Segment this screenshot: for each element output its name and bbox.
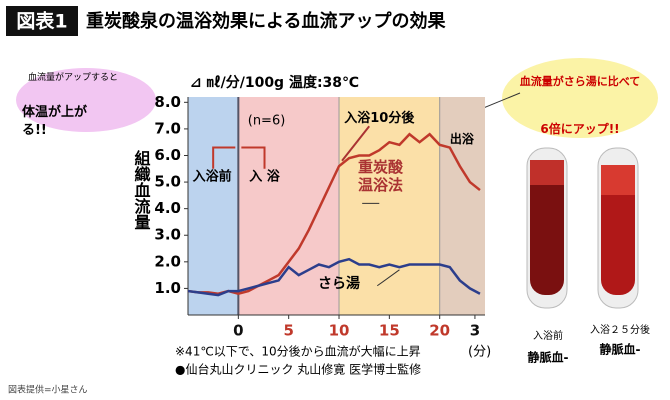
- photo-caption: 入浴２５分後: [590, 323, 650, 336]
- plot: 1.0 2.0 3.0 4.0 5.0 6.0 7.0 8.0 0 5 10 15 20 3 (n=6) 入浴…: [154, 93, 485, 340]
- y-tick-label: 1.0: [154, 279, 181, 297]
- photo-label: 静脈血-: [600, 342, 641, 357]
- subtitle: ⊿ ㎖/分/100g 温度:38℃: [190, 74, 359, 91]
- note: ※41℃以下で、10分後から血流が大幅に上昇: [175, 344, 421, 359]
- callout-text: 6倍にアップ!!: [540, 122, 620, 136]
- x-tick-label: 0: [233, 322, 243, 340]
- bubble-text: 体温が上がる!!: [22, 105, 88, 138]
- callout-text: 血流量がさら湯に比べて: [519, 75, 641, 88]
- y-tick-label: 7.0: [154, 119, 181, 137]
- x-unit: (分): [468, 345, 491, 360]
- x-tick-label: 5: [283, 322, 293, 340]
- x-tick-label: 3: [470, 322, 480, 340]
- bracket: [212, 146, 266, 169]
- badge-bg: [6, 6, 78, 36]
- y-tick-label: 5.0: [154, 173, 181, 191]
- tube: [597, 147, 639, 309]
- x-tick-label: 20: [429, 322, 450, 340]
- y-tick-label: 6.0: [154, 146, 181, 164]
- series-label: さら湯: [318, 276, 360, 292]
- y-tick-label: 2.0: [154, 252, 181, 270]
- series-line: [187, 257, 481, 297]
- photo-caption: 入浴前: [533, 329, 563, 342]
- region: [339, 97, 440, 315]
- bubble: [16, 68, 156, 132]
- footer: 図表提供=小星さん: [8, 384, 88, 396]
- region: [188, 97, 239, 315]
- region: [238, 97, 340, 315]
- x-tick-label: 15: [379, 322, 400, 340]
- y-label: 組織血流量: [132, 149, 151, 230]
- pointer: [341, 125, 371, 162]
- series-label: 重炭酸温浴法: [358, 158, 404, 194]
- annotation: (n=6): [248, 113, 286, 128]
- pointer: [376, 269, 400, 287]
- callout-bg: [502, 58, 658, 138]
- photo-label: 静脈血-: [528, 350, 569, 365]
- y-tick-label: 8.0: [154, 93, 181, 111]
- tube: [526, 147, 568, 309]
- series-line: [187, 132, 481, 296]
- y-tick-label: 4.0: [154, 199, 181, 217]
- y-tick-label: 3.0: [154, 226, 181, 244]
- annotation: 入 浴: [249, 168, 281, 184]
- annotation: 入浴前: [193, 168, 232, 184]
- x-tick-label: 10: [329, 322, 350, 340]
- title: 重炭酸泉の温浴効果による血流アップの効果: [86, 10, 446, 32]
- region: [439, 97, 485, 315]
- badge: 図表1: [16, 10, 67, 33]
- annotation: 出浴: [450, 131, 475, 146]
- annotation: 入浴10分後: [344, 110, 415, 126]
- note: ●仙台丸山クリニック 丸山修寛 医学博士監修: [175, 362, 421, 377]
- bubble-text: 血流量がアップすると: [28, 73, 119, 83]
